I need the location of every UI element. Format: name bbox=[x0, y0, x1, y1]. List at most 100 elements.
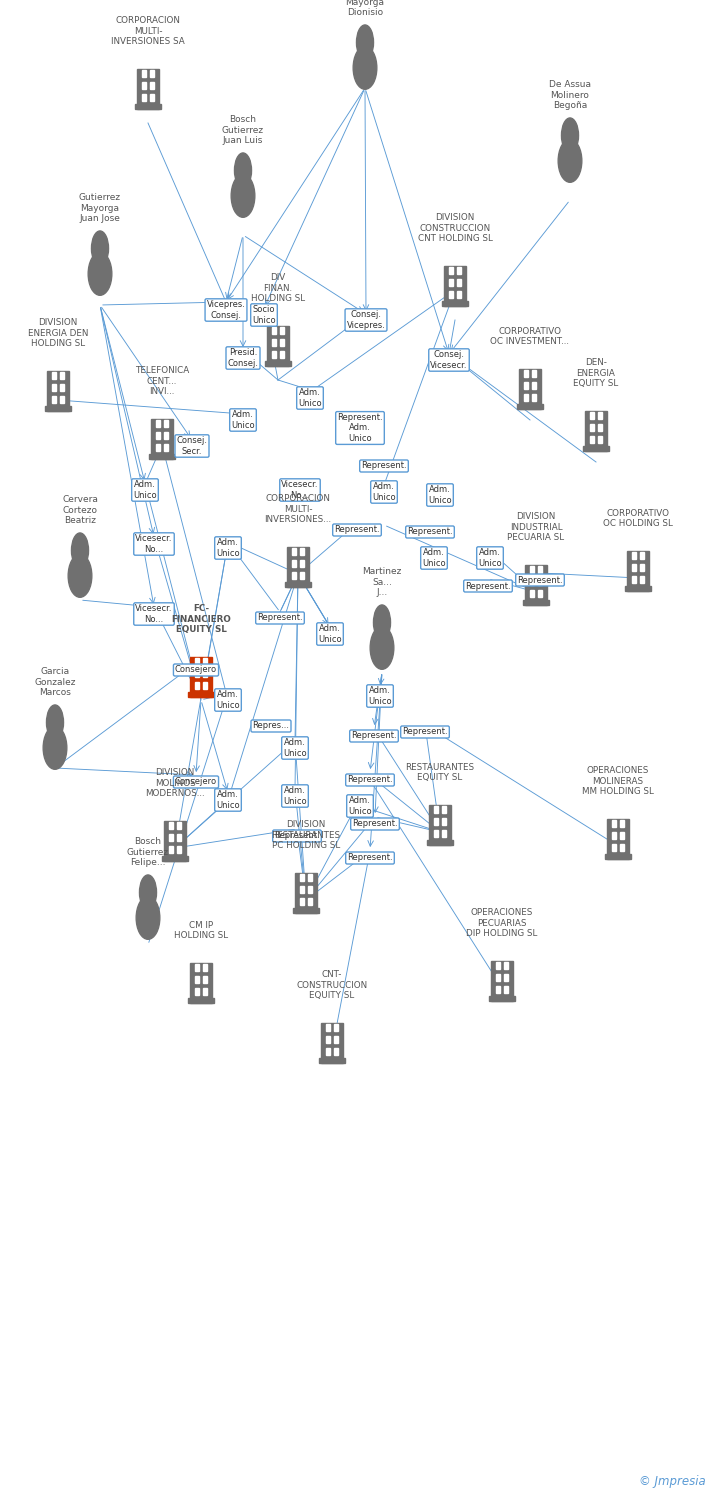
Text: DIVISION
INDUSTRIAL
PECUARIA SL: DIVISION INDUSTRIAL PECUARIA SL bbox=[507, 512, 564, 542]
Ellipse shape bbox=[370, 627, 394, 669]
Text: Gutierrez
Mayorga
Dionisio: Gutierrez Mayorga Dionisio bbox=[344, 0, 386, 16]
FancyBboxPatch shape bbox=[449, 291, 453, 298]
Text: Represent.: Represent. bbox=[361, 462, 407, 471]
FancyBboxPatch shape bbox=[52, 396, 56, 404]
FancyBboxPatch shape bbox=[627, 552, 649, 591]
FancyBboxPatch shape bbox=[620, 844, 624, 850]
Text: Consejero: Consejero bbox=[175, 666, 217, 675]
FancyBboxPatch shape bbox=[530, 579, 534, 585]
FancyBboxPatch shape bbox=[334, 1036, 338, 1042]
FancyBboxPatch shape bbox=[590, 413, 594, 419]
FancyBboxPatch shape bbox=[326, 1048, 330, 1054]
Text: Martinez
Sa...
J...: Martinez Sa... J... bbox=[363, 567, 402, 597]
FancyBboxPatch shape bbox=[532, 370, 536, 376]
FancyBboxPatch shape bbox=[620, 821, 624, 827]
FancyBboxPatch shape bbox=[449, 279, 453, 286]
FancyBboxPatch shape bbox=[188, 692, 214, 696]
Text: Presid.
Consej.: Presid. Consej. bbox=[227, 348, 258, 368]
FancyBboxPatch shape bbox=[195, 988, 199, 994]
FancyBboxPatch shape bbox=[434, 831, 438, 837]
Text: Gutierrez
Mayorga
Juan Jose: Gutierrez Mayorga Juan Jose bbox=[79, 194, 121, 224]
FancyBboxPatch shape bbox=[195, 670, 199, 676]
FancyBboxPatch shape bbox=[169, 834, 173, 842]
FancyBboxPatch shape bbox=[300, 549, 304, 555]
FancyBboxPatch shape bbox=[165, 420, 168, 428]
FancyBboxPatch shape bbox=[169, 822, 173, 830]
FancyBboxPatch shape bbox=[177, 822, 181, 830]
Text: Represent.: Represent. bbox=[465, 582, 511, 591]
FancyBboxPatch shape bbox=[165, 444, 168, 452]
Text: Adm.
Unico: Adm. Unico bbox=[133, 480, 157, 500]
FancyBboxPatch shape bbox=[142, 94, 146, 100]
Ellipse shape bbox=[136, 897, 160, 939]
Text: Bosch
Gutierrez
Juan Luis: Bosch Gutierrez Juan Luis bbox=[222, 116, 264, 146]
Text: Adm.
Unico: Adm. Unico bbox=[372, 483, 396, 501]
Text: Adm.
Unico: Adm. Unico bbox=[216, 538, 240, 558]
Text: CORPORACION
MULTI-
INVERSIONES...: CORPORACION MULTI- INVERSIONES... bbox=[264, 494, 331, 524]
FancyBboxPatch shape bbox=[491, 962, 513, 1000]
Text: CM IP
HOLDING SL: CM IP HOLDING SL bbox=[174, 921, 228, 940]
FancyBboxPatch shape bbox=[525, 566, 547, 604]
FancyBboxPatch shape bbox=[165, 432, 168, 439]
Circle shape bbox=[140, 874, 157, 910]
FancyBboxPatch shape bbox=[195, 682, 199, 688]
FancyBboxPatch shape bbox=[538, 567, 542, 573]
Text: Adm.
Unico: Adm. Unico bbox=[428, 486, 452, 504]
FancyBboxPatch shape bbox=[496, 987, 500, 993]
FancyBboxPatch shape bbox=[280, 327, 284, 334]
Text: Represent.: Represent. bbox=[407, 528, 453, 537]
FancyBboxPatch shape bbox=[265, 362, 291, 366]
FancyBboxPatch shape bbox=[334, 1024, 338, 1030]
FancyBboxPatch shape bbox=[203, 682, 207, 688]
FancyBboxPatch shape bbox=[292, 561, 296, 567]
FancyBboxPatch shape bbox=[457, 279, 461, 286]
FancyBboxPatch shape bbox=[326, 1036, 330, 1042]
Text: Adm.
Unico: Adm. Unico bbox=[232, 411, 255, 429]
FancyBboxPatch shape bbox=[195, 976, 199, 982]
FancyBboxPatch shape bbox=[612, 844, 616, 850]
FancyBboxPatch shape bbox=[524, 370, 528, 376]
FancyBboxPatch shape bbox=[640, 576, 644, 584]
FancyBboxPatch shape bbox=[489, 996, 515, 1000]
FancyBboxPatch shape bbox=[612, 833, 616, 839]
Text: Consejero: Consejero bbox=[175, 777, 217, 786]
FancyBboxPatch shape bbox=[300, 874, 304, 880]
FancyBboxPatch shape bbox=[280, 339, 284, 346]
Text: De Assua
Molinero
Begoña: De Assua Molinero Begoña bbox=[549, 80, 591, 110]
FancyBboxPatch shape bbox=[519, 369, 541, 408]
FancyBboxPatch shape bbox=[156, 420, 160, 428]
Text: Repres...: Repres... bbox=[253, 722, 290, 730]
FancyBboxPatch shape bbox=[319, 1058, 345, 1062]
Text: Adm.
Unico: Adm. Unico bbox=[283, 738, 306, 758]
FancyBboxPatch shape bbox=[295, 873, 317, 912]
FancyBboxPatch shape bbox=[538, 579, 542, 585]
FancyBboxPatch shape bbox=[60, 396, 64, 404]
FancyBboxPatch shape bbox=[60, 372, 64, 380]
Text: CORPORATIVO
OC HOLDING SL: CORPORATIVO OC HOLDING SL bbox=[603, 509, 673, 528]
FancyBboxPatch shape bbox=[517, 404, 543, 408]
FancyBboxPatch shape bbox=[590, 436, 594, 442]
Text: Represent.: Represent. bbox=[517, 576, 563, 585]
FancyBboxPatch shape bbox=[524, 394, 528, 400]
FancyBboxPatch shape bbox=[195, 964, 199, 970]
FancyBboxPatch shape bbox=[442, 807, 446, 813]
FancyBboxPatch shape bbox=[583, 446, 609, 450]
Text: Vicesecr.
No...: Vicesecr. No... bbox=[281, 480, 319, 500]
FancyBboxPatch shape bbox=[142, 82, 146, 88]
FancyBboxPatch shape bbox=[532, 394, 536, 400]
Text: Adm.
Unico: Adm. Unico bbox=[216, 690, 240, 709]
Text: Represent.: Represent. bbox=[402, 728, 448, 736]
FancyBboxPatch shape bbox=[532, 382, 536, 388]
FancyBboxPatch shape bbox=[444, 267, 466, 306]
FancyBboxPatch shape bbox=[632, 552, 636, 560]
FancyBboxPatch shape bbox=[607, 819, 629, 858]
FancyBboxPatch shape bbox=[203, 658, 207, 664]
FancyBboxPatch shape bbox=[620, 833, 624, 839]
FancyBboxPatch shape bbox=[156, 444, 160, 452]
Text: Bosch
Gutierrez
Felipe...: Bosch Gutierrez Felipe... bbox=[127, 837, 169, 867]
Text: Consej.
Secr.: Consej. Secr. bbox=[176, 436, 207, 456]
FancyBboxPatch shape bbox=[300, 886, 304, 892]
Ellipse shape bbox=[232, 174, 255, 217]
Text: Adm.
Unico: Adm. Unico bbox=[318, 624, 342, 644]
FancyBboxPatch shape bbox=[523, 600, 549, 604]
